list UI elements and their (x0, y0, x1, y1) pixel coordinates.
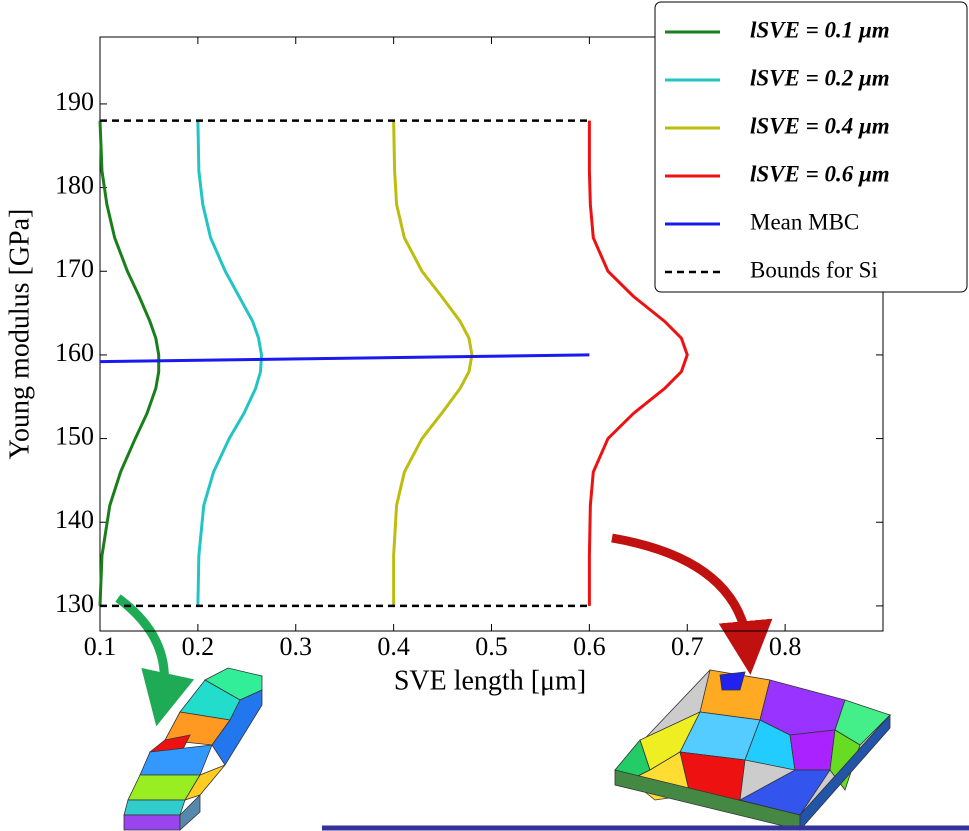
x-tick-label: 0.5 (475, 632, 508, 661)
x-tick-label: 0.3 (280, 632, 313, 661)
series-line (100, 355, 589, 362)
y-tick-label: 180 (55, 171, 94, 200)
series-line (100, 121, 589, 606)
x-axis-label: SVE length [μm] (394, 665, 586, 696)
legend-label: lSVE = 0.4 μm (750, 113, 890, 138)
x-tick-label: 0.6 (573, 632, 606, 661)
legend-label: Mean MBC (750, 209, 859, 234)
legend-label: lSVE = 0.1 μm (750, 17, 890, 42)
series-line (394, 121, 472, 606)
legend (655, 2, 967, 292)
y-tick-label: 150 (55, 422, 94, 451)
x-tick-label: 0.1 (84, 632, 117, 661)
legend-label: lSVE = 0.6 μm (750, 161, 890, 186)
y-tick-label: 160 (55, 338, 94, 367)
x-tick-label: 0.8 (769, 632, 802, 661)
y-tick-label: 190 (55, 87, 94, 116)
y-axis-label: Young modulus [GPa] (4, 209, 35, 460)
arrow (118, 598, 164, 700)
series-line (100, 121, 159, 606)
x-tick-label: 0.4 (377, 632, 410, 661)
y-tick-label: 140 (55, 505, 94, 534)
sve-large-image (615, 670, 890, 830)
x-tick-label: 0.7 (671, 632, 704, 661)
sve-small-image (124, 668, 262, 830)
chart: SVE length [μm] Young modulus [GPa] 0.1 0… (0, 0, 969, 831)
y-tick-label: 170 (55, 254, 94, 283)
legend-label: lSVE = 0.2 μm (750, 65, 890, 90)
series-line (198, 121, 262, 606)
legend-label: Bounds for Si (750, 257, 878, 282)
y-tick-label: 130 (55, 589, 94, 618)
x-tick-label: 0.2 (182, 632, 215, 661)
